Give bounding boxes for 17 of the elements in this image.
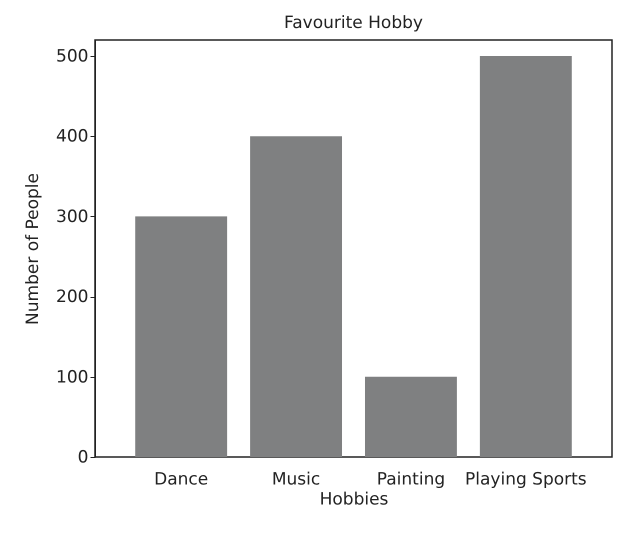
chart-title: Favourite Hobby: [284, 13, 423, 33]
y-tick-label: 500: [56, 46, 88, 67]
bar: [250, 136, 342, 457]
x-tick-label: Painting: [376, 470, 446, 490]
x-tick-label: Music: [272, 470, 320, 490]
y-tick-label: 300: [56, 206, 88, 227]
y-tick-label: 200: [56, 287, 88, 308]
bar: [135, 216, 228, 457]
x-axis-title: Hobbies: [320, 490, 389, 510]
y-tick-label: 0: [78, 448, 88, 468]
x-tick-label: Playing Sports: [465, 470, 587, 490]
x-tick-label: Dance: [154, 470, 208, 490]
y-tick-label: 400: [56, 126, 88, 147]
bar: [480, 56, 572, 457]
y-axis-title: Number of People: [23, 173, 44, 325]
bar: [364, 376, 457, 457]
y-tick-label: 100: [56, 367, 88, 388]
